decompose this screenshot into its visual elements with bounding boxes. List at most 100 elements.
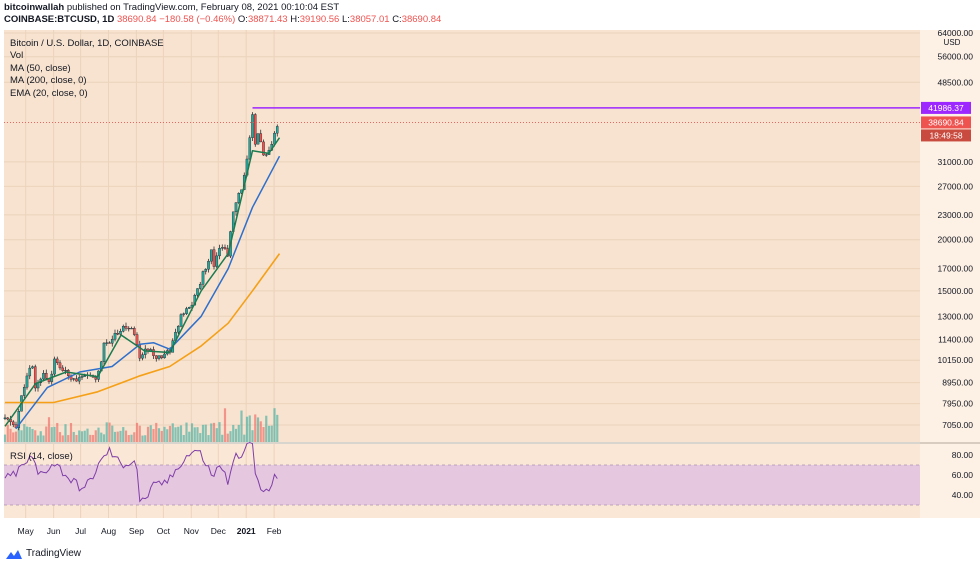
candle-body — [64, 370, 67, 372]
volume-bar — [100, 432, 103, 442]
legend-ma50[interactable]: MA (50, close) — [10, 62, 71, 74]
volume-bar — [163, 426, 166, 442]
candle-body — [160, 355, 164, 359]
close-label: C: — [392, 14, 402, 25]
rsi-legend[interactable]: RSI (14, close) — [10, 451, 73, 462]
candle-body — [196, 288, 199, 296]
legend-ma200[interactable]: MA (200, close, 0) — [10, 75, 87, 87]
volume-bar — [251, 430, 254, 442]
candle-body — [31, 366, 34, 369]
volume-bar — [56, 422, 59, 442]
candle-body — [176, 325, 180, 333]
candle-body — [207, 260, 210, 270]
volume-bar — [127, 435, 130, 442]
last-price-tag — [921, 116, 971, 129]
volume-bar — [45, 426, 48, 442]
legend-vol[interactable]: Vol — [10, 50, 24, 62]
candle-body — [220, 247, 224, 249]
volume-bar — [14, 431, 18, 442]
volume-bar — [12, 432, 15, 442]
volume-bar — [232, 424, 235, 442]
low-value: 38057.01 — [349, 14, 390, 25]
last-price-label: 38690.84 — [928, 117, 964, 127]
volume-bar — [179, 425, 183, 442]
ema20-line — [4, 137, 281, 427]
candle-body — [44, 373, 48, 379]
candle-body — [121, 326, 125, 332]
rsi-line — [4, 441, 278, 503]
volume-bar — [36, 435, 40, 442]
candle-body — [143, 348, 147, 355]
volume-bar — [75, 434, 78, 442]
volume-bar — [124, 430, 128, 442]
price-tick-label: 15000.00 — [938, 286, 974, 296]
price-tick-label: 7050.00 — [942, 420, 973, 430]
candle-body — [116, 333, 120, 335]
time-tick-label: Dec — [211, 526, 227, 536]
price-axis[interactable]: 64000.00 56000.00 48500.00 31000.00 27000.00… — [921, 28, 973, 430]
price-tick-label: 27000.00 — [938, 181, 974, 191]
candle-body — [55, 358, 59, 364]
price-tick-label: 23000.00 — [938, 210, 974, 220]
volume-bar — [226, 433, 229, 442]
candle-body — [61, 367, 65, 371]
volume-bars — [3, 408, 279, 442]
volume-bar — [86, 428, 89, 442]
volume-bar — [34, 430, 37, 442]
price-chart[interactable]: 64000.00 56000.00 48500.00 31000.00 27000.00… — [0, 28, 980, 548]
volume-bar — [221, 434, 224, 442]
volume-bar — [39, 431, 42, 442]
tradingview-brand[interactable]: TradingView — [6, 548, 81, 559]
volume-bar — [273, 408, 276, 442]
main-pane-background — [4, 30, 920, 442]
close-value: 38690.84 — [401, 14, 442, 25]
candle-body — [135, 334, 139, 345]
volume-bar — [215, 428, 218, 442]
volume-bar — [102, 434, 106, 442]
volume-bar — [9, 428, 12, 442]
volume-bar — [229, 431, 232, 442]
volume-bar — [188, 431, 191, 442]
candle-body — [187, 307, 191, 309]
candle-body — [154, 355, 158, 359]
candle-body — [58, 362, 62, 369]
candle-body — [209, 249, 213, 262]
rsi-band — [4, 465, 920, 505]
volume-bar — [160, 430, 163, 442]
volume-bar — [223, 408, 227, 442]
candle-body — [262, 141, 265, 156]
volume-bar — [83, 430, 86, 442]
volume-bar — [111, 425, 114, 442]
volume-bar — [61, 435, 64, 442]
volume-bar — [270, 425, 273, 442]
volume-bar — [78, 430, 81, 442]
legend-ema20[interactable]: EMA (20, close, 0) — [10, 87, 88, 99]
candle-body — [11, 421, 15, 425]
open-label: O: — [237, 14, 248, 25]
volume-bar — [31, 428, 34, 442]
volume-bar — [64, 424, 67, 442]
time-axis[interactable]: May Jun Jul Aug Sep Oct Nov Dec 2021 Feb — [18, 526, 282, 536]
volume-bar — [210, 423, 213, 442]
volume-bar — [240, 410, 243, 442]
candle-body — [124, 326, 128, 329]
publisher-name[interactable]: bitcoinwallah — [4, 2, 65, 13]
volume-bar — [155, 422, 158, 442]
volume-bar — [17, 425, 20, 442]
price-change: −180.58 (−0.46%) — [159, 14, 236, 25]
volume-bar — [67, 435, 70, 442]
volume-bar — [177, 426, 180, 442]
volume-bar — [3, 434, 7, 442]
candle-body — [215, 255, 219, 267]
candle-body — [185, 308, 188, 314]
volume-bar — [256, 417, 260, 442]
resistance-price-label: 41986.37 — [928, 103, 964, 113]
volume-bar — [265, 415, 268, 442]
volume-bar — [94, 430, 97, 442]
symbol-label: COINBASE:BTCUSD, 1D — [4, 14, 115, 25]
candle-body — [25, 375, 29, 388]
candle-body — [77, 377, 81, 382]
ma200-line — [5, 253, 281, 404]
volume-bar — [91, 434, 95, 442]
price-tick-label: 20000.00 — [938, 235, 974, 245]
